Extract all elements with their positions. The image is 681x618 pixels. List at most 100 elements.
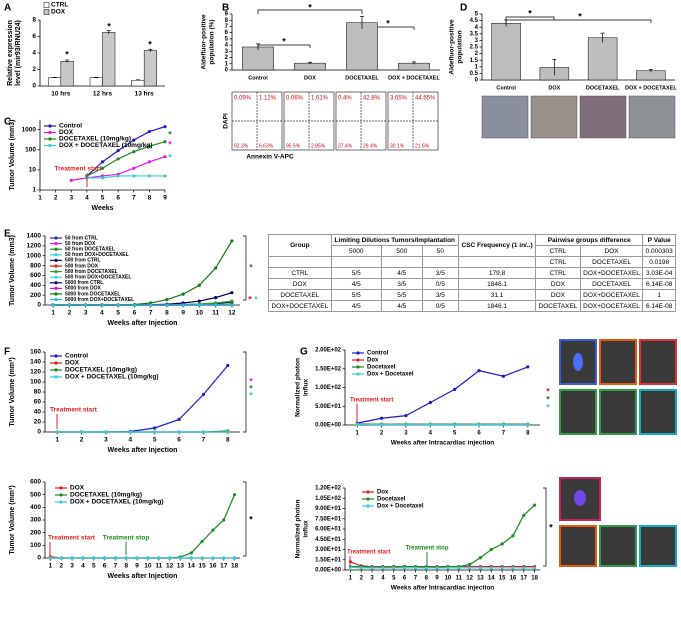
x-tick-label: 2 xyxy=(54,195,58,202)
table-cell: Group xyxy=(268,234,332,257)
y-tick-label: 9 xyxy=(225,12,229,18)
y-tick-label: 4.5 xyxy=(470,18,479,24)
legend-marker xyxy=(356,351,360,355)
y-tick-label: 80 xyxy=(34,389,42,396)
point xyxy=(149,303,153,307)
x-tick-label: 11 xyxy=(155,563,162,570)
y-tick-label: 1.50E+01 xyxy=(315,557,342,563)
point xyxy=(230,239,234,243)
series-line xyxy=(350,561,535,568)
y-tick-label: 2 xyxy=(225,55,229,61)
legend-label: DOCETAXEL (10mg/kg) xyxy=(65,367,137,374)
point xyxy=(501,423,506,427)
point xyxy=(116,303,120,307)
x-tick-label: 5 xyxy=(392,576,396,582)
series-line xyxy=(86,175,165,179)
x-tick-label: 1 xyxy=(356,431,360,437)
bar xyxy=(131,79,145,87)
x-tick-label: 1 xyxy=(349,576,353,582)
y-tick-label: 20 xyxy=(34,419,42,426)
y-tick-label: 2.00E+02 xyxy=(315,348,342,354)
x-tick-label: 8 xyxy=(124,563,128,570)
y-tick-label: 4.50E+01 xyxy=(315,537,342,543)
x-tick-label: 4 xyxy=(129,437,133,444)
series-line xyxy=(350,504,535,568)
y-tick-label: 0.5 xyxy=(470,71,479,77)
y-tick-label: 8 xyxy=(225,18,229,24)
y-tick-label: 5 xyxy=(475,12,479,18)
y-tick-label: 8 xyxy=(32,17,36,24)
point xyxy=(48,556,53,560)
x-tick-label: 3 xyxy=(104,437,108,444)
x-tick-label: 3 xyxy=(370,576,374,582)
quadrant-label: 2.85% xyxy=(311,143,326,149)
series-line xyxy=(357,366,529,424)
quadrant-label: 92.3% xyxy=(234,143,249,149)
legend-marker xyxy=(54,286,58,290)
significance: * xyxy=(549,522,553,532)
point xyxy=(124,556,128,560)
csc-table: Group Limiting Dilutions Tumors/Implantat… xyxy=(268,234,676,312)
panel-label: G xyxy=(300,347,308,358)
significance: * xyxy=(308,2,312,12)
table-cell: 1846.1 xyxy=(457,278,537,290)
point xyxy=(147,174,151,178)
point xyxy=(189,556,193,560)
point xyxy=(230,299,234,303)
legend-label: 5000 from DOX+DOCETAXEL xyxy=(65,297,134,303)
table-cell: 3.03E-04 xyxy=(642,267,676,279)
point xyxy=(165,297,169,302)
point xyxy=(500,566,504,570)
x-tick-label: 3 xyxy=(69,195,73,202)
table-cell: DOX xyxy=(535,278,581,290)
annotation: Treatment start xyxy=(347,550,390,556)
y-tick-label: 0.00E+00 xyxy=(315,423,342,429)
x-tick-label: DOX xyxy=(304,75,316,81)
point xyxy=(165,303,169,307)
table-cell: CTRL xyxy=(535,256,581,268)
legend-label: DOX xyxy=(70,485,85,492)
legend-swatch xyxy=(43,2,50,8)
y-axis-label: population xyxy=(457,30,464,63)
quadrant-label: 0.09% xyxy=(234,96,252,102)
point xyxy=(163,125,167,129)
legend-label: 500 from DOCETAXEL xyxy=(65,269,118,275)
y-tick-label: 3 xyxy=(475,38,479,44)
point xyxy=(453,423,457,427)
legend-marker xyxy=(366,504,370,508)
x-tick-label: 6 xyxy=(177,437,181,444)
table-cell: 6.14E-08 xyxy=(642,300,676,312)
y-axis-label: population (%) xyxy=(209,19,216,64)
x-tick-label: 13 xyxy=(477,576,484,582)
annotation: Treatment start xyxy=(350,398,393,404)
legend-marker xyxy=(48,137,52,141)
y-tick-label: 140 xyxy=(30,359,41,366)
x-tick-label: 7 xyxy=(414,576,418,582)
y-tick-label: 800 xyxy=(30,262,41,269)
point xyxy=(128,430,132,434)
legend-label: 500 from DOX+DOCETAXEL xyxy=(65,275,131,281)
x-tick-label: 12 xyxy=(166,563,174,570)
x-tick-label: 10 xyxy=(445,576,452,582)
point xyxy=(100,160,105,164)
table-cell: 3/5 xyxy=(421,289,459,301)
x-tick-label: 18 xyxy=(231,563,239,570)
point xyxy=(201,430,206,434)
x-tick-label: 15 xyxy=(198,563,206,570)
point xyxy=(132,303,136,307)
table-cell: DOCETAXEL xyxy=(268,289,332,301)
table-cell: CTRL xyxy=(535,267,581,279)
point xyxy=(163,155,167,159)
x-tick-label: 1 xyxy=(49,563,53,570)
bar xyxy=(491,22,521,81)
x-tick-label: 2 xyxy=(68,310,72,317)
x-tick-label: 6 xyxy=(403,576,407,582)
y-tick-label: 0 xyxy=(37,555,41,562)
point xyxy=(381,566,385,570)
legend-label: CTRL xyxy=(51,2,68,9)
x-tick-label: 5 xyxy=(116,310,120,317)
legend-marker xyxy=(48,143,52,148)
x-tick-label: Control xyxy=(248,75,268,81)
y-tick-label: 500 xyxy=(30,491,41,498)
point xyxy=(457,566,461,570)
